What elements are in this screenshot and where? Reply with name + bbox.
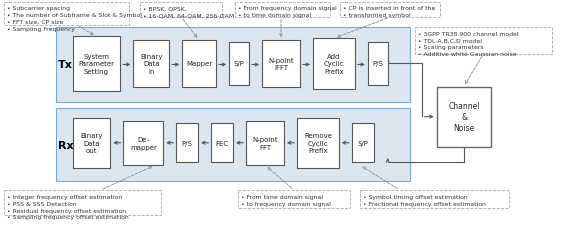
Text: S/P: S/P bbox=[234, 61, 245, 67]
Text: Tx: Tx bbox=[58, 60, 73, 70]
FancyBboxPatch shape bbox=[176, 124, 198, 162]
FancyBboxPatch shape bbox=[56, 108, 410, 182]
FancyBboxPatch shape bbox=[235, 3, 330, 18]
Text: Remove
Cyclic
Prefix: Remove Cyclic Prefix bbox=[304, 133, 332, 154]
FancyBboxPatch shape bbox=[4, 3, 130, 26]
FancyBboxPatch shape bbox=[313, 39, 355, 89]
FancyBboxPatch shape bbox=[72, 37, 121, 91]
FancyBboxPatch shape bbox=[140, 3, 222, 18]
FancyBboxPatch shape bbox=[4, 190, 162, 215]
Text: De-
mapper: De- mapper bbox=[130, 136, 157, 150]
Text: • From time domain signal
• to frequency domain signal: • From time domain signal • to frequency… bbox=[241, 194, 331, 206]
Text: • Symbol timing offset estimation
• Fractional frequency offset estimation: • Symbol timing offset estimation • Frac… bbox=[363, 194, 486, 206]
FancyBboxPatch shape bbox=[368, 43, 388, 85]
FancyBboxPatch shape bbox=[436, 87, 491, 147]
FancyBboxPatch shape bbox=[297, 118, 339, 168]
FancyBboxPatch shape bbox=[360, 190, 509, 208]
Text: • Integer frequency offset estimation
• PSS & SSS Detection
• Residual frequency: • Integer frequency offset estimation • … bbox=[7, 194, 128, 219]
Text: Add
Cyclic
Prefix: Add Cyclic Prefix bbox=[324, 54, 344, 75]
Text: Mapper: Mapper bbox=[186, 61, 212, 67]
FancyBboxPatch shape bbox=[238, 190, 350, 208]
Text: P/S: P/S bbox=[373, 61, 383, 67]
FancyBboxPatch shape bbox=[182, 41, 216, 87]
Text: Binary
Data
out: Binary Data out bbox=[80, 133, 103, 154]
Text: P/S: P/S bbox=[182, 140, 192, 146]
Text: System
Parameter
Setting: System Parameter Setting bbox=[79, 54, 114, 75]
FancyBboxPatch shape bbox=[246, 121, 284, 165]
FancyBboxPatch shape bbox=[415, 28, 553, 55]
Text: • BPSK, QPSK,
• 16-QAM, 64-QAM, 256-QAM: • BPSK, QPSK, • 16-QAM, 64-QAM, 256-QAM bbox=[144, 7, 234, 18]
Text: Channel
&
Noise: Channel & Noise bbox=[448, 102, 480, 133]
FancyBboxPatch shape bbox=[211, 124, 233, 162]
FancyBboxPatch shape bbox=[229, 43, 249, 85]
FancyBboxPatch shape bbox=[352, 124, 374, 162]
Text: N-point
FFT: N-point FFT bbox=[252, 136, 278, 150]
FancyBboxPatch shape bbox=[134, 41, 169, 87]
Text: • CP is inserted in front of the
• transformed symbol: • CP is inserted in front of the • trans… bbox=[343, 7, 435, 18]
FancyBboxPatch shape bbox=[56, 28, 410, 103]
Text: Rx: Rx bbox=[58, 140, 73, 150]
Text: • From frequency domain signal
• to time domain signal: • From frequency domain signal • to time… bbox=[238, 7, 337, 18]
Text: S/P: S/P bbox=[357, 140, 368, 146]
Text: N-point
IFFT: N-point IFFT bbox=[268, 57, 294, 71]
Text: Binary
Data
in: Binary Data in bbox=[140, 54, 163, 75]
FancyBboxPatch shape bbox=[123, 121, 163, 165]
FancyBboxPatch shape bbox=[72, 118, 111, 168]
Text: FEC: FEC bbox=[215, 140, 229, 146]
Text: • 3GPP TR38.900 channel model
• TDL-A,B,C,D model
• Scaling parameters
• Additiv: • 3GPP TR38.900 channel model • TDL-A,B,… bbox=[417, 32, 518, 57]
FancyBboxPatch shape bbox=[262, 41, 300, 87]
FancyBboxPatch shape bbox=[340, 3, 440, 18]
Text: • Subcarrier spacing
• The number of Subframe & Slot & Symbol
• FFT size, CP siz: • Subcarrier spacing • The number of Sub… bbox=[7, 7, 142, 32]
